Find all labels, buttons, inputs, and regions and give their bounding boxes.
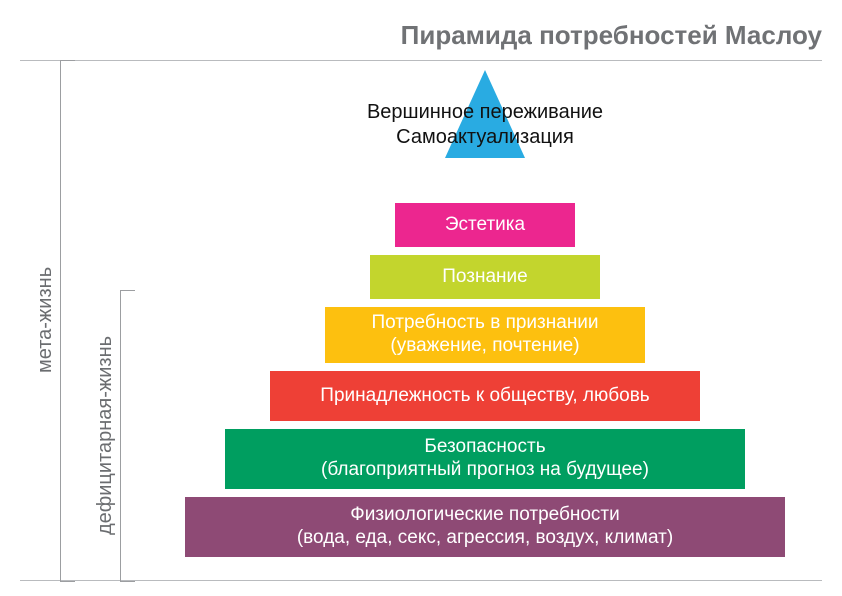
bracket-deficit bbox=[120, 290, 135, 582]
apex-labels: Вершинное переживаниеСамоактуализация bbox=[150, 100, 820, 150]
pyramid-level-text: Безопасность bbox=[225, 436, 745, 459]
pyramid-level-4: Принадлежность к обществу, любовь bbox=[270, 371, 700, 421]
pyramid-level-5: Безопасность(благоприятный прогноз на бу… bbox=[225, 429, 745, 489]
bracket-deficit-label: дефицитарная-жизнь bbox=[94, 290, 117, 580]
pyramid-level-2: Познание bbox=[370, 255, 600, 299]
pyramid-level-text: (вода, еда, секс, агрессия, воздух, клим… bbox=[185, 527, 785, 550]
pyramid-apex: Вершинное переживаниеСамоактуализация bbox=[150, 70, 820, 195]
rule-bottom bbox=[20, 580, 822, 581]
page-root: Пирамида потребностей Маслоу мета-жизнь … bbox=[0, 0, 842, 596]
bracket-meta bbox=[60, 60, 75, 582]
bracket-meta-label: мета-жизнь bbox=[34, 60, 57, 580]
pyramid-level-text: (благоприятный прогноз на будущее) bbox=[225, 459, 745, 482]
pyramid-levels: ЭстетикаПознаниеПотребность в признании(… bbox=[150, 195, 820, 557]
pyramid-level-1: Эстетика bbox=[395, 203, 575, 247]
pyramid: Вершинное переживаниеСамоактуализация Эс… bbox=[150, 70, 820, 557]
pyramid-level-text: Физиологические потребности bbox=[185, 504, 785, 527]
apex-label-line: Самоактуализация bbox=[150, 125, 820, 150]
pyramid-level-text: Эстетика bbox=[395, 214, 575, 237]
rule-top bbox=[20, 60, 822, 61]
pyramid-level-text: Познание bbox=[370, 266, 600, 289]
pyramid-level-text: Потребность в признании bbox=[325, 312, 645, 335]
page-title: Пирамида потребностей Маслоу bbox=[401, 20, 822, 51]
pyramid-level-3: Потребность в признании(уважение, почтен… bbox=[325, 307, 645, 363]
pyramid-level-6: Физиологические потребности(вода, еда, с… bbox=[185, 497, 785, 557]
pyramid-level-text: Принадлежность к обществу, любовь bbox=[270, 385, 700, 408]
pyramid-level-text: (уважение, почтение) bbox=[325, 335, 645, 358]
apex-label-line: Вершинное переживание bbox=[150, 100, 820, 125]
